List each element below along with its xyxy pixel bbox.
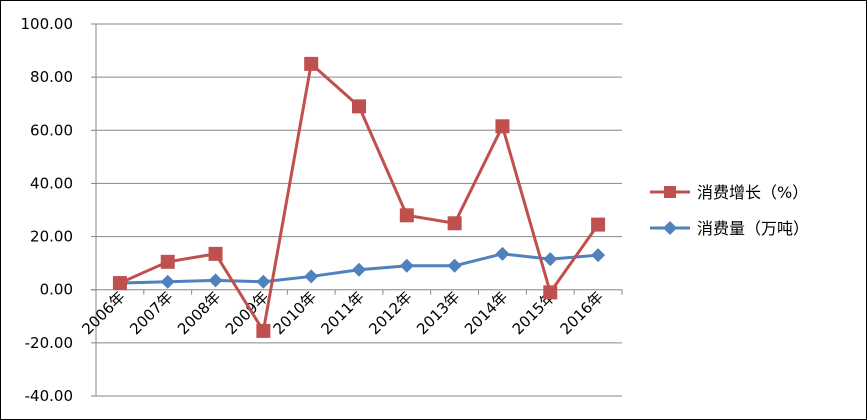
data-point-square [208, 246, 223, 261]
data-point-diamond [447, 258, 462, 273]
legend: 消费增长（%） 消费量（万吨） [650, 183, 809, 238]
x-tick-label: 2008年 [174, 288, 224, 338]
data-point-square [495, 119, 510, 134]
legend-label: 消费量（万吨） [697, 219, 809, 238]
axes [91, 23, 623, 397]
gridlines [96, 23, 622, 397]
x-tick-label: 2010年 [270, 288, 320, 338]
data-point-square [399, 208, 414, 223]
y-tick-label: 60.00 [30, 121, 73, 139]
x-axis-tick-labels: 2006年2007年2008年2009年2010年2011年2012年2013年… [78, 288, 607, 338]
data-point-square [304, 56, 319, 71]
x-tick-label: 2012年 [365, 288, 415, 338]
data-point-square [447, 216, 462, 231]
legend-marker-diamond [663, 221, 677, 235]
y-tick-label: 40.00 [30, 174, 73, 192]
data-point-square [591, 217, 606, 232]
series [112, 56, 606, 338]
legend-marker-square [664, 186, 676, 198]
x-tick-label: 2007年 [126, 288, 176, 338]
y-tick-label: -40.00 [25, 387, 73, 405]
y-axis-tick-labels: 100.00 80.00 60.00 40.00 20.00 0.00 -20.00 -40.… [21, 15, 74, 405]
data-point-square [543, 285, 558, 300]
y-tick-label: 100.00 [21, 15, 74, 33]
data-point-diamond [495, 246, 510, 261]
data-point-diamond [399, 258, 414, 273]
data-point-diamond [208, 273, 223, 288]
data-point-diamond [591, 248, 606, 263]
data-point-square [256, 323, 271, 338]
x-tick-label: 2006年 [78, 288, 128, 338]
data-point-square [160, 254, 175, 269]
data-point-square [112, 276, 127, 291]
x-tick-label: 2016年 [557, 288, 607, 338]
data-point-diamond [352, 262, 366, 277]
data-point-diamond [543, 252, 558, 267]
data-point-diamond [256, 274, 271, 289]
data-point-diamond [304, 269, 319, 284]
y-tick-label: 80.00 [30, 68, 73, 86]
data-point-diamond [160, 274, 175, 289]
x-tick-label: 2013年 [413, 288, 463, 338]
legend-label: 消费增长（%） [697, 183, 808, 202]
y-tick-label: -20.00 [25, 334, 73, 352]
data-point-square [352, 99, 366, 114]
y-tick-label: 0.00 [40, 281, 73, 299]
y-tick-label: 20.00 [30, 228, 73, 246]
x-tick-label: 2011年 [317, 288, 367, 338]
x-tick-label: 2014年 [461, 288, 511, 338]
